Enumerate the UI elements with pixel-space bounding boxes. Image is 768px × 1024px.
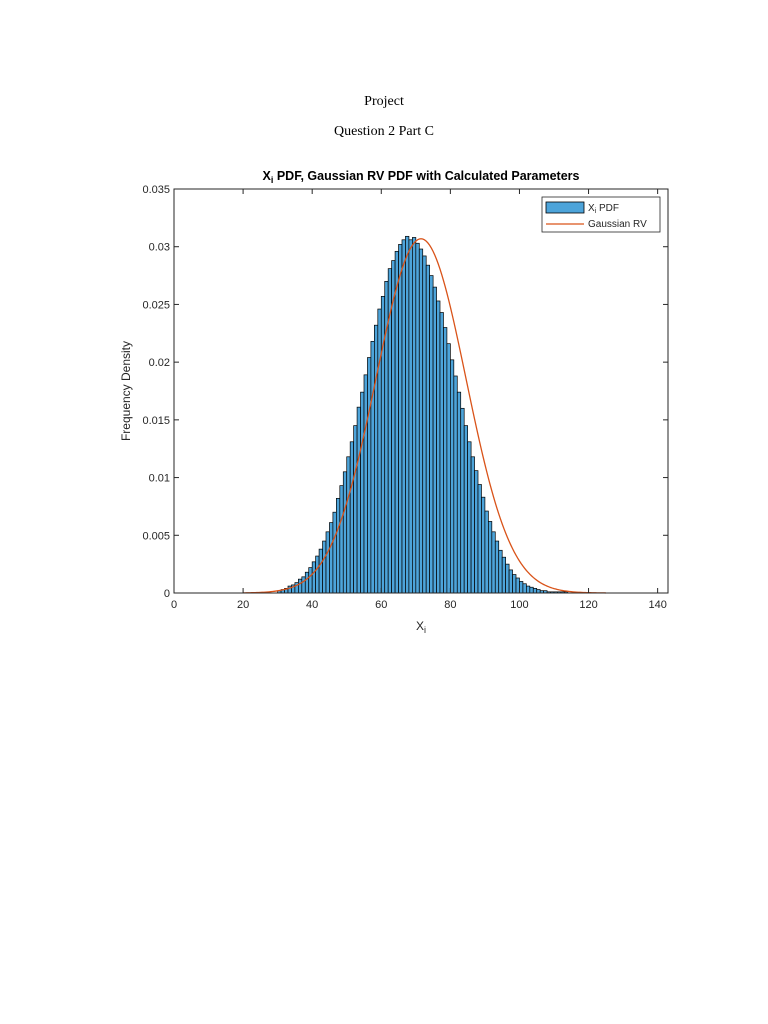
x-axis-label: Xi [416,619,426,635]
x-tick-label: 0 [171,599,177,611]
histogram-bar [439,312,444,594]
histogram-bar [494,540,500,594]
histogram-bar [308,567,313,594]
histogram-bar [436,300,441,594]
gaussian-rv-line [243,238,606,594]
histogram-bar [346,456,351,594]
histogram-bar [484,510,489,594]
histogram-bar [353,425,358,594]
y-tick-label: 0.03 [149,242,170,254]
histogram-bar [318,548,323,594]
document-title: Project [364,94,404,109]
legend-swatch-histogram [545,201,585,214]
histogram-bar [446,343,451,594]
y-tick-label: 0.015 [142,415,170,427]
histogram-bar [460,407,465,594]
histogram-bar [311,561,316,594]
x-tick-label: 40 [306,599,318,611]
histogram-bar [474,470,479,594]
histogram-bar [467,441,472,594]
y-tick-label: 0.035 [142,184,170,196]
histogram-bar [432,286,437,594]
histogram-bar [508,569,513,594]
histogram-bar [481,496,486,594]
histogram-bar [422,255,427,594]
histogram-bar [512,574,517,594]
y-tick-label: 0.02 [149,357,170,369]
histogram-bar [304,571,310,594]
x-tick-label: 20 [237,599,249,611]
histogram-bar [391,260,396,594]
y-tick-label: 0.005 [142,530,170,542]
histogram-bar [325,531,330,594]
x-tick-label: 80 [444,599,456,611]
legend: Xi PDF Gaussian RV [541,196,661,233]
plot-frame [173,188,669,594]
histogram-bar [415,242,420,594]
histogram-bar [429,275,434,594]
histogram-bar [370,341,375,594]
x-tick-label: 60 [375,599,387,611]
histogram-bar [519,581,524,594]
histogram-bar [456,391,462,594]
histogram-bar [356,406,361,594]
histogram-bar [529,586,534,594]
histogram-bar [298,578,303,594]
histogram-bars [277,235,569,594]
legend-label-histogram: Xi PDF [588,203,619,215]
histogram-bar [367,357,372,594]
y-axis-label: Frequency Density [119,341,133,441]
histogram-bar [329,522,334,594]
histogram-bar [349,441,354,594]
histogram-bar [470,456,475,594]
histogram-bar [505,563,510,594]
histogram-bar [532,588,538,594]
y-tick-label: 0.025 [142,299,170,311]
histogram-bar [443,327,448,594]
histogram-bar [339,485,344,594]
histogram-bar [412,237,417,594]
histogram-bar [488,521,493,594]
histogram-bar [342,471,348,594]
histogram-bar [450,359,455,594]
histogram-bar [374,324,379,594]
histogram-bar [498,549,503,594]
y-tick-label: 0.01 [149,473,170,485]
x-tick-label: 140 [648,599,666,611]
histogram-bar [360,391,365,594]
histogram-bar [332,511,337,594]
x-axis: 0 20 40 60 80 100 120 140 [171,189,667,611]
y-tick-label: 0 [164,588,170,600]
histogram-bar [363,374,368,594]
histogram-bar [336,497,341,594]
chart-title: Xi PDF, Gaussian RV PDF with Calculated … [263,169,580,185]
x-tick-label: 120 [579,599,597,611]
histogram-bar [522,583,527,594]
histogram-bar [322,540,327,594]
histogram-bar [418,248,424,594]
legend-label-gaussian: Gaussian RV [588,219,647,230]
histogram-bar [408,239,413,594]
histogram-bar [463,425,468,594]
histogram-bar [453,375,458,594]
histogram-bar [515,577,520,594]
histogram-bar [398,244,403,594]
histogram-bar [526,585,531,594]
histogram-bar [401,239,406,594]
document-subtitle: Question 2 Part C [334,124,434,139]
histogram-bar [501,556,506,594]
histogram-bar [491,531,496,594]
histogram-bar [315,555,320,594]
x-tick-label: 100 [510,599,528,611]
histogram-bar [394,250,399,594]
histogram-bar [405,235,410,594]
histogram-bar [377,308,382,594]
histogram-bar [536,589,541,594]
histogram-bar [477,484,482,594]
histogram-bar [425,264,430,594]
histogram-bar [301,576,306,594]
y-axis: 0 0.005 0.01 0.015 0.02 0.025 0.03 0.035 [142,184,668,600]
